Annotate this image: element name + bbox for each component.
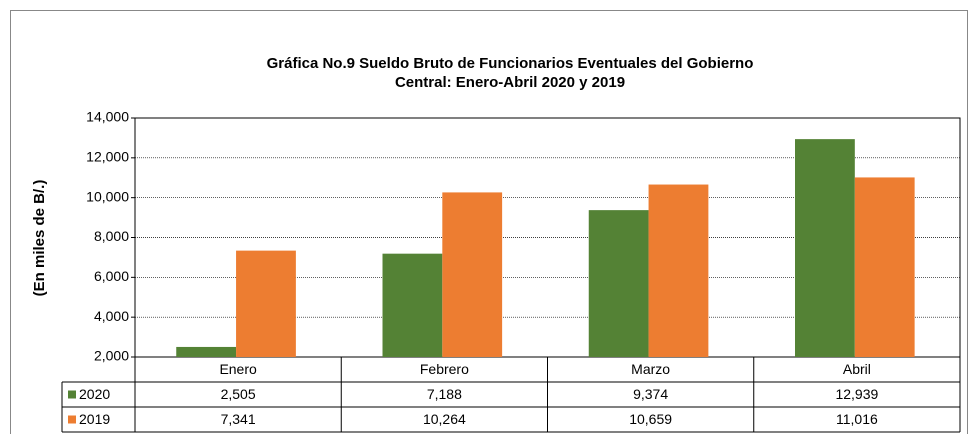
bar (176, 346, 237, 357)
table-value: 7,341 (221, 411, 256, 427)
y-tick-label: 10,000 (86, 188, 129, 204)
x-tick-label: Enero (219, 361, 257, 377)
bar (588, 210, 649, 357)
x-tick-label: Abril (843, 361, 871, 377)
chart-title: Gráfica No.9 Sueldo Bruto de Funcionario… (267, 55, 754, 72)
x-tick-label: Marzo (631, 361, 670, 377)
y-tick-label: 4,000 (94, 308, 129, 324)
table-value: 10,264 (423, 411, 466, 427)
legend-label: 2020 (79, 386, 110, 402)
y-tick-label: 8,000 (94, 228, 129, 244)
legend-key (68, 390, 76, 399)
y-tick-label: 6,000 (94, 268, 129, 284)
y-tick-label: 14,000 (86, 109, 129, 125)
bar (442, 192, 503, 357)
table-value: 9,374 (633, 386, 668, 402)
y-tick-label: 12,000 (86, 149, 129, 165)
table-value: 10,659 (629, 411, 672, 427)
legend-label: 2019 (79, 411, 110, 427)
y-axis-label: (En miles de B/.) (31, 180, 48, 297)
bar (382, 253, 443, 357)
table-value: 11,016 (836, 411, 878, 427)
chart-title: Central: Enero-Abril 2020 y 2019 (395, 74, 625, 91)
bar (795, 139, 855, 357)
table-value: 2,505 (221, 386, 256, 402)
bar (854, 177, 915, 357)
legend-key (68, 415, 76, 424)
table-value: 12,939 (835, 386, 878, 402)
table-value: 7,188 (427, 386, 462, 402)
bar (236, 250, 296, 357)
x-tick-label: Febrero (420, 361, 469, 377)
bar (648, 184, 709, 357)
chart-frame (10, 10, 968, 439)
y-tick-label: 2,000 (94, 348, 129, 364)
